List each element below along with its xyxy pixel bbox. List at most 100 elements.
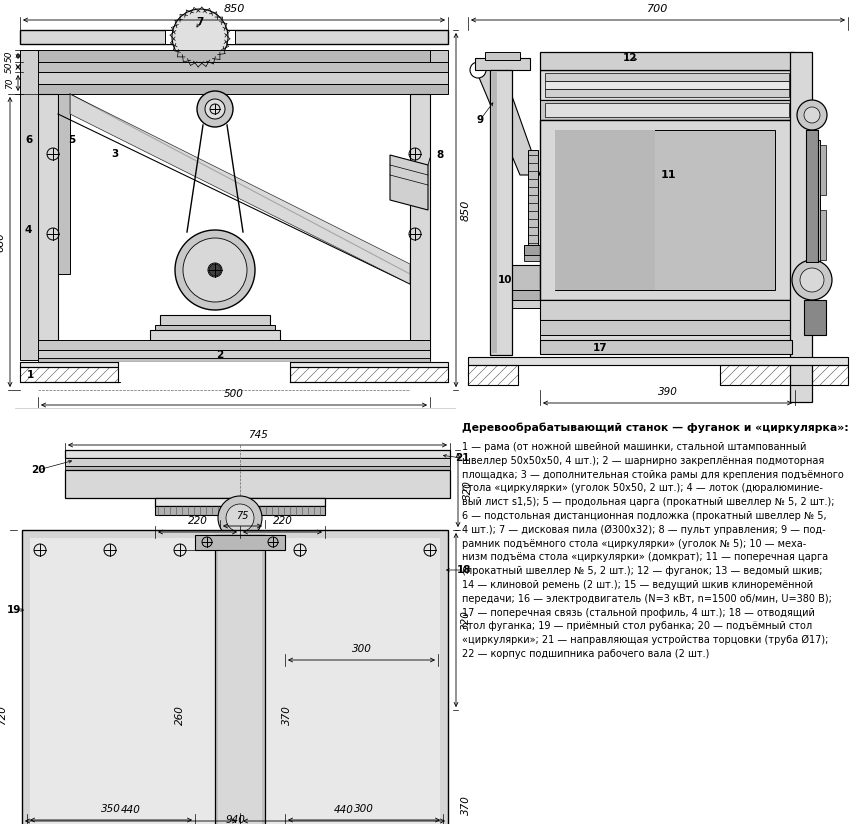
Circle shape	[804, 107, 820, 123]
Bar	[500, 300, 555, 308]
Bar	[20, 62, 448, 72]
Bar	[30, 538, 440, 824]
Bar	[118, 362, 290, 382]
Bar	[545, 103, 789, 117]
Bar	[38, 358, 430, 362]
Text: 21: 21	[455, 453, 469, 463]
Bar	[155, 506, 325, 515]
Bar	[38, 94, 58, 360]
Text: 2: 2	[217, 350, 224, 360]
Text: 390: 390	[658, 387, 677, 397]
Bar	[20, 30, 448, 44]
Bar	[720, 365, 848, 385]
Bar	[490, 70, 512, 355]
Bar	[65, 466, 450, 470]
Bar	[540, 300, 795, 320]
Text: 11: 11	[660, 170, 676, 180]
Bar	[555, 130, 655, 290]
Text: 20: 20	[31, 465, 45, 475]
Circle shape	[218, 496, 262, 540]
Bar	[468, 357, 848, 365]
Circle shape	[175, 230, 255, 310]
Text: 3: 3	[111, 149, 119, 159]
Bar	[155, 325, 275, 333]
Bar	[475, 58, 530, 70]
Text: Деревообрабатывающий станок — фуганок и «циркулярка»:: Деревообрабатывающий станок — фуганок и …	[462, 422, 849, 433]
Text: 300: 300	[354, 804, 374, 814]
Bar	[528, 150, 538, 260]
Text: 320: 320	[461, 610, 471, 630]
Bar	[555, 130, 775, 290]
Text: швеллер 50х50х50, 4 шт.); 2 — шарнирно закреплённая подмоторная: швеллер 50х50х50, 4 шт.); 2 — шарнирно з…	[462, 456, 824, 466]
Text: 4: 4	[25, 225, 31, 235]
Bar	[20, 50, 38, 360]
Bar	[20, 367, 120, 382]
Bar	[195, 535, 285, 550]
Text: 70: 70	[5, 77, 14, 89]
Bar	[468, 365, 518, 385]
Text: 8: 8	[436, 150, 444, 160]
Text: 850: 850	[461, 199, 471, 221]
Text: 22 — корпус подшипника рабочего вала (2 шт.): 22 — корпус подшипника рабочего вала (2 …	[462, 649, 710, 659]
Text: 7: 7	[196, 17, 204, 27]
Bar	[38, 340, 430, 350]
Circle shape	[792, 260, 832, 300]
Bar	[524, 255, 542, 261]
Text: площадка; 3 — дополнительная стойка рамы для крепления подъёмного: площадка; 3 — дополнительная стойка рамы…	[462, 470, 844, 480]
Circle shape	[205, 99, 225, 119]
Text: 50: 50	[5, 50, 14, 62]
Bar	[545, 81, 789, 89]
Text: 9: 9	[477, 115, 484, 125]
Text: 6: 6	[26, 135, 32, 145]
Bar	[38, 350, 430, 358]
Text: 220: 220	[273, 516, 292, 526]
Text: вый лист s1,5); 5 — продольная царга (прокатный швеллер № 5, 2 шт.);: вый лист s1,5); 5 — продольная царга (пр…	[462, 497, 835, 508]
Text: 320: 320	[463, 480, 473, 500]
Text: 10: 10	[498, 275, 513, 285]
Bar	[215, 535, 265, 824]
Bar	[540, 335, 795, 347]
Bar	[790, 52, 812, 402]
Text: 220: 220	[188, 516, 207, 526]
Circle shape	[800, 268, 824, 292]
Bar	[540, 70, 794, 100]
Circle shape	[226, 504, 254, 532]
Text: 260: 260	[175, 705, 185, 725]
Bar	[524, 245, 542, 255]
Text: 700: 700	[648, 4, 669, 14]
Bar	[218, 538, 262, 824]
Text: 720: 720	[0, 705, 7, 725]
Text: 1 — рама (от ножной швейной машинки, стальной штампованный: 1 — рама (от ножной швейной машинки, ста…	[462, 442, 807, 452]
Circle shape	[797, 100, 827, 130]
Text: 50: 50	[5, 61, 14, 73]
Text: 6 — подстольная дистанционная подложка (прокатный швеллер № 5,: 6 — подстольная дистанционная подложка (…	[462, 511, 826, 521]
Text: «циркулярки»; 21 — направляющая устройства торцовки (труба Ø17);: «циркулярки»; 21 — направляющая устройст…	[462, 635, 829, 645]
Text: 12: 12	[623, 53, 638, 63]
Circle shape	[183, 238, 247, 302]
Text: 5: 5	[68, 135, 76, 145]
Bar	[155, 498, 325, 506]
Bar	[430, 50, 448, 62]
Bar	[160, 315, 270, 327]
Bar	[820, 210, 826, 260]
Bar	[20, 50, 38, 62]
Text: 370: 370	[461, 795, 471, 815]
Text: стол фуганка; 19 — приёмный стол рубанка; 20 — подъёмный стол: стол фуганка; 19 — приёмный стол рубанка…	[462, 621, 812, 631]
Bar	[150, 330, 280, 355]
Bar	[505, 265, 540, 295]
Bar	[720, 365, 848, 385]
Bar	[38, 50, 430, 62]
Bar	[545, 73, 789, 81]
Bar	[806, 130, 818, 262]
Text: 745: 745	[247, 430, 268, 440]
Bar	[505, 290, 550, 302]
Bar	[812, 140, 820, 280]
Polygon shape	[390, 155, 428, 210]
Text: низм подъёма стола «циркулярки» (домкрат); 11 — поперечная царга: низм подъёма стола «циркулярки» (домкрат…	[462, 552, 828, 563]
Bar	[58, 94, 70, 274]
Bar	[20, 72, 448, 84]
Text: передачи; 16 — электродвигатель (N=3 кВт, n=1500 об/мин, U=380 В);: передачи; 16 — электродвигатель (N=3 кВт…	[462, 594, 832, 604]
Bar	[540, 100, 794, 120]
Text: 19: 19	[7, 605, 21, 615]
Text: стола «циркулярки» (уголок 50х50, 2 шт.); 4 — лоток (дюралюминие-: стола «циркулярки» (уголок 50х50, 2 шт.)…	[462, 484, 823, 494]
